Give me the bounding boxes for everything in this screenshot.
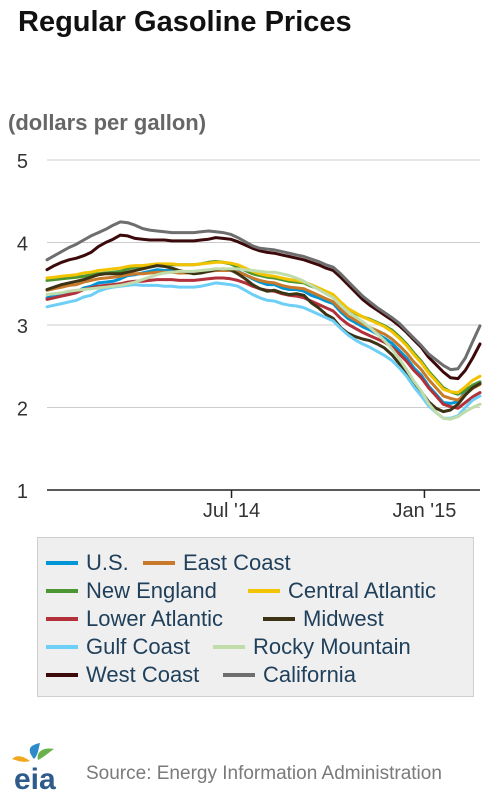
legend-item: Gulf Coast <box>46 634 190 660</box>
legend-label: Central Atlantic <box>288 578 436 603</box>
legend: U.S. East Coast New England Central Atlanti… <box>37 537 474 697</box>
legend-swatch <box>46 617 78 621</box>
legend-item: Midwest <box>263 606 384 632</box>
legend-swatch <box>143 561 175 565</box>
series-line <box>45 260 482 395</box>
legend-swatch <box>263 617 295 621</box>
legend-item: East Coast <box>143 550 291 576</box>
eia-logo: eia <box>12 743 56 795</box>
series-line <box>45 267 482 421</box>
legend-label: East Coast <box>183 550 291 575</box>
series-line <box>45 267 482 405</box>
series-line <box>45 264 482 414</box>
legend-item: California <box>223 662 356 688</box>
legend-swatch <box>46 561 78 565</box>
legend-label: New England <box>86 578 217 603</box>
legend-item: Rocky Mountain <box>213 634 411 660</box>
legend-item: West Coast <box>46 662 199 688</box>
logo-text: eia <box>14 763 56 795</box>
series-line <box>45 281 482 420</box>
source-note: Source: Energy Information Administratio… <box>86 763 442 784</box>
legend-item: Central Atlantic <box>248 578 436 604</box>
legend-item: U.S. <box>46 550 129 576</box>
series-line <box>45 269 482 402</box>
series-line <box>45 220 482 372</box>
y-tick-label: 5 <box>17 151 28 173</box>
legend-swatch <box>223 673 255 677</box>
line-chart: 1 2 3 4 5 Jul '14 Jan '15 <box>17 151 482 522</box>
legend-swatch <box>46 673 78 677</box>
legend-item: New England <box>46 578 217 604</box>
legend-swatch <box>46 589 78 593</box>
legend-label: Midwest <box>303 606 384 631</box>
legend-label: Rocky Mountain <box>253 634 411 659</box>
x-tick-label: Jul '14 <box>203 500 260 522</box>
y-tick-label: 4 <box>17 234 28 256</box>
legend-label: California <box>263 662 356 687</box>
legend-swatch <box>213 645 245 649</box>
y-tick-label: 3 <box>17 316 28 338</box>
series-lines <box>45 220 482 421</box>
chart-title: Regular Gasoline Prices <box>18 6 352 38</box>
gridlines <box>47 159 480 408</box>
legend-swatch <box>248 589 280 593</box>
y-tick-label: 2 <box>17 399 28 421</box>
footer: eia Source: Energy Information Administr… <box>0 735 500 800</box>
legend-swatch <box>46 645 78 649</box>
axes: 1 2 3 4 5 Jul '14 Jan '15 <box>17 151 480 522</box>
x-tick-label: Jan '15 <box>392 500 456 522</box>
legend-item: Lower Atlantic <box>46 606 223 632</box>
units-label: (dollars per gallon) <box>8 110 207 135</box>
legend-label: Gulf Coast <box>86 634 190 659</box>
legend-label: Lower Atlantic <box>86 606 223 631</box>
legend-label: West Coast <box>86 662 200 687</box>
legend-label: U.S. <box>86 550 129 575</box>
y-tick-label: 1 <box>17 481 28 503</box>
